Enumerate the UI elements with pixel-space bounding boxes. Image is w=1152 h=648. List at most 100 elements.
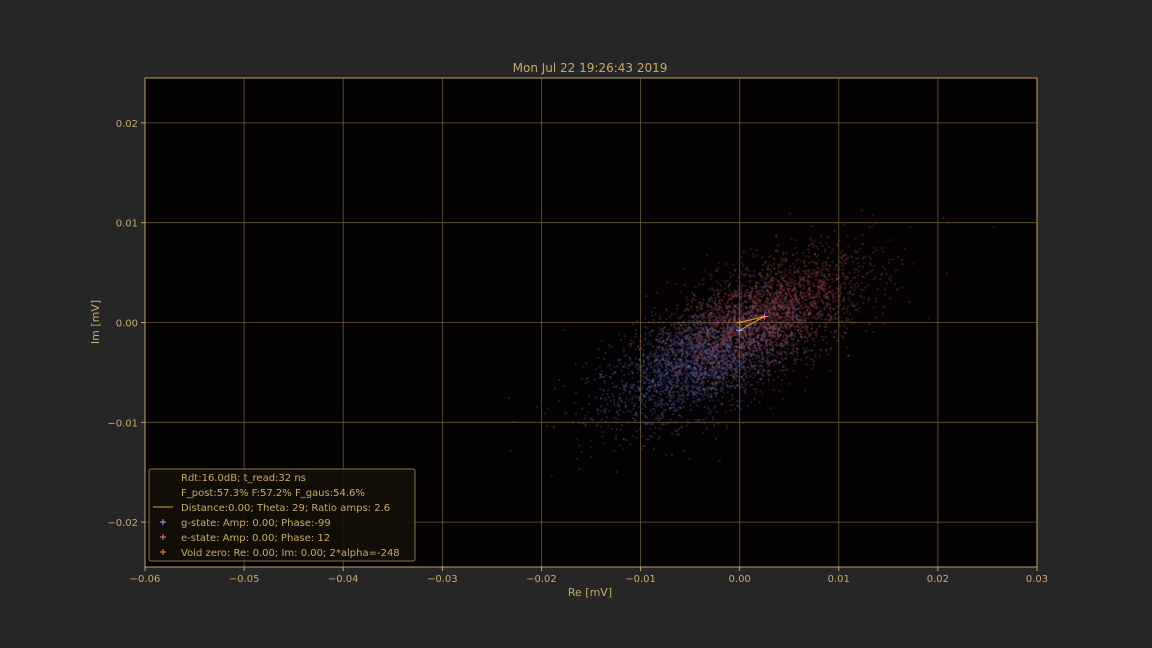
cloud-point bbox=[767, 374, 771, 377]
cloud-point bbox=[705, 389, 708, 392]
cloud-point bbox=[757, 369, 760, 372]
cloud-point bbox=[671, 385, 674, 388]
cloud-point bbox=[841, 272, 844, 275]
cloud-point bbox=[894, 269, 897, 272]
cloud-point bbox=[889, 275, 893, 278]
cloud-point bbox=[692, 319, 696, 322]
cloud-point bbox=[656, 371, 659, 375]
cloud-point bbox=[660, 405, 663, 408]
cloud-point bbox=[794, 335, 797, 338]
cloud-point bbox=[642, 354, 645, 357]
cloud-point bbox=[604, 374, 608, 377]
cloud-point bbox=[714, 323, 717, 326]
cloud-point bbox=[644, 336, 647, 340]
cloud-point bbox=[779, 349, 783, 352]
cloud-point bbox=[729, 328, 732, 331]
cloud-point bbox=[658, 383, 661, 387]
cloud-point bbox=[721, 334, 725, 337]
cloud-point bbox=[739, 289, 742, 293]
cloud-point bbox=[721, 359, 724, 363]
cloud-point bbox=[670, 348, 674, 351]
cloud-point bbox=[637, 385, 640, 388]
cloud-point bbox=[766, 265, 769, 268]
cloud-point bbox=[801, 292, 804, 295]
cloud-point bbox=[689, 341, 693, 344]
cloud-point bbox=[756, 290, 759, 294]
cloud-point bbox=[696, 374, 699, 377]
cloud-point bbox=[595, 396, 598, 399]
cloud-point bbox=[633, 418, 637, 422]
cloud-point bbox=[712, 351, 715, 354]
cloud-point bbox=[706, 352, 709, 356]
cloud-point bbox=[641, 371, 645, 375]
cloud-point bbox=[730, 338, 733, 341]
cloud-point bbox=[774, 272, 778, 276]
cloud-point bbox=[630, 343, 633, 346]
cloud-point bbox=[692, 322, 695, 325]
cloud-point bbox=[803, 335, 806, 338]
cloud-point bbox=[710, 395, 713, 399]
cloud-point bbox=[754, 296, 757, 299]
cloud-point bbox=[700, 307, 704, 310]
cloud-point bbox=[812, 245, 815, 248]
cloud-point bbox=[747, 326, 750, 329]
cloud-point bbox=[748, 321, 751, 325]
cloud-point bbox=[765, 341, 768, 344]
cloud-point bbox=[637, 406, 640, 409]
cloud-point bbox=[785, 259, 788, 262]
cloud-point bbox=[643, 445, 646, 448]
cloud-point bbox=[901, 286, 904, 289]
cloud-point bbox=[657, 345, 661, 348]
cloud-point bbox=[734, 349, 737, 353]
cloud-point bbox=[664, 341, 668, 345]
cloud-point bbox=[715, 336, 718, 339]
cloud-point bbox=[664, 325, 667, 329]
cloud-point bbox=[803, 275, 806, 279]
cloud-point bbox=[719, 355, 722, 358]
cloud-point bbox=[600, 370, 603, 373]
cloud-point bbox=[726, 356, 729, 360]
cloud-point bbox=[750, 305, 754, 308]
cloud-point bbox=[821, 262, 824, 265]
cloud-point bbox=[622, 410, 625, 414]
cloud-point bbox=[675, 362, 679, 366]
cloud-point bbox=[773, 302, 776, 305]
cloud-point bbox=[638, 358, 642, 362]
cloud-point bbox=[598, 376, 602, 379]
cloud-point bbox=[792, 346, 796, 350]
cloud-point bbox=[674, 429, 677, 432]
cloud-point bbox=[636, 372, 639, 375]
cloud-point bbox=[782, 308, 785, 311]
cloud-point bbox=[842, 259, 846, 263]
cloud-point bbox=[837, 323, 840, 326]
cloud-point bbox=[676, 433, 679, 437]
cloud-point bbox=[753, 373, 756, 377]
cloud-point bbox=[635, 386, 639, 389]
cloud-point bbox=[670, 350, 673, 353]
cloud-point bbox=[632, 413, 635, 417]
cloud-point bbox=[713, 308, 717, 311]
cloud-point bbox=[702, 345, 705, 349]
cloud-point bbox=[712, 332, 715, 335]
cloud-point bbox=[706, 322, 709, 325]
cloud-point bbox=[681, 344, 685, 348]
cloud-point bbox=[712, 328, 715, 331]
cloud-point bbox=[623, 334, 626, 338]
cloud-point bbox=[688, 352, 692, 355]
cloud-point bbox=[601, 393, 605, 396]
cloud-point bbox=[705, 361, 708, 364]
cloud-point bbox=[759, 292, 762, 296]
cloud-point bbox=[671, 347, 674, 350]
cloud-point bbox=[745, 301, 749, 304]
cloud-point bbox=[779, 261, 782, 264]
cloud-point bbox=[682, 363, 685, 366]
cloud-point bbox=[732, 331, 735, 334]
cloud-point bbox=[758, 356, 761, 359]
cloud-point bbox=[711, 383, 715, 386]
cloud-point bbox=[644, 395, 647, 398]
cloud-point bbox=[825, 260, 829, 264]
cloud-point bbox=[816, 300, 819, 303]
cloud-point bbox=[695, 360, 698, 364]
cloud-point bbox=[768, 369, 772, 372]
cloud-point bbox=[719, 284, 723, 287]
